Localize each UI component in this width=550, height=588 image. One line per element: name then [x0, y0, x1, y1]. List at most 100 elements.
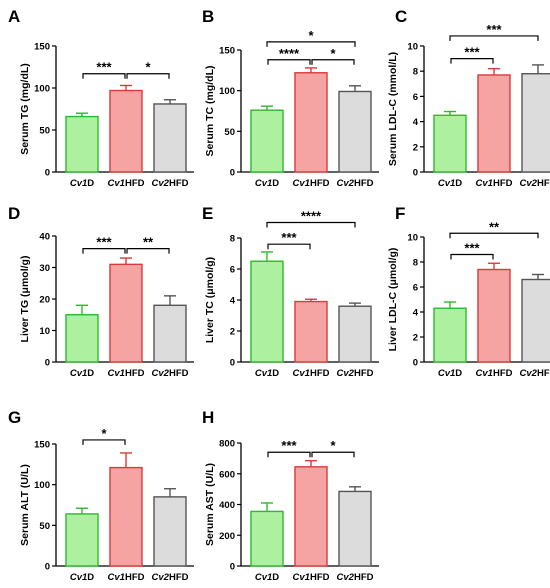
bar-cv1hfd	[109, 466, 143, 567]
y-axis-label: Liver TG (μmol/g)	[19, 256, 31, 343]
significance-bracket	[450, 253, 494, 260]
bar-cv1d	[250, 510, 284, 567]
y-tick-label: 0	[45, 562, 50, 573]
significance-label: ***	[96, 235, 112, 250]
y-tick-label: 100	[219, 86, 235, 97]
y-axis-label: Serum ALT (U/L)	[19, 464, 31, 546]
bar-cv1d	[65, 513, 99, 567]
bar-cv1hfd	[294, 466, 328, 567]
y-axis-label: Serum TG (mg/dL)	[19, 63, 31, 155]
significance-bracket	[82, 73, 126, 79]
y-axis-label: Liver LDL-C (μmol/g)	[387, 248, 399, 352]
y-axis-label: Liver TC (μmol/g)	[204, 257, 216, 343]
significance-label: ****	[301, 209, 322, 224]
bar-cv1d	[250, 109, 284, 173]
x-category-label: Cv1HFD	[293, 368, 330, 379]
x-category-label: Cv1D	[70, 178, 94, 189]
y-tick-label: 600	[219, 469, 235, 480]
y-tick-label: 20	[39, 295, 50, 306]
panel-f: F 0 2 4 6 8 10 Liver LDL-C (μmol/g) Cv1D Cv1HFD Cv…	[387, 204, 550, 379]
bar-cv1hfd	[294, 300, 328, 363]
y-tick-label: 6	[413, 92, 418, 103]
bar-cv1d	[433, 114, 467, 173]
significance-label: *	[330, 438, 336, 453]
y-tick-label: 50	[39, 126, 50, 137]
significance-label: *	[330, 46, 336, 61]
y-tick-label: 10	[407, 233, 418, 244]
x-category-label: Cv1D	[70, 368, 94, 379]
significance-bracket	[126, 73, 170, 79]
bar-cv1hfd	[109, 263, 143, 363]
significance-bracket	[311, 451, 355, 458]
bar-cv1hfd	[294, 72, 328, 173]
x-category-label: Cv2HFD	[152, 572, 189, 583]
x-category-label: Cv1D	[255, 572, 279, 583]
y-tick-label: 0	[230, 358, 235, 369]
x-category-label: Cv1HFD	[293, 178, 330, 189]
y-tick-label: 30	[39, 263, 50, 274]
y-tick-label: 200	[219, 531, 235, 542]
x-category-label: Cv1HFD	[293, 572, 330, 583]
significance-bracket	[449, 232, 539, 239]
y-axis-label: Serum AST (U/L)	[204, 463, 216, 546]
x-category-label: Cv1HFD	[108, 368, 145, 379]
bar-cv1d	[65, 115, 99, 173]
significance-label: ***	[486, 22, 502, 37]
x-category-label: Cv2HFD	[337, 368, 374, 379]
bar-cv1d	[250, 260, 284, 363]
x-category-label: Cv2HFD	[152, 368, 189, 379]
y-tick-label: 0	[413, 168, 418, 179]
panel-c: C 0 2 4 6 8 10 Serum LDL-C (mmol/L) Cv1D Cv1HFD Cv…	[387, 7, 550, 189]
y-tick-label: 0	[413, 358, 418, 369]
significance-bracket	[82, 439, 126, 445]
significance-label: *	[308, 28, 314, 43]
x-category-label: Cv1HFD	[476, 368, 513, 379]
significance-bracket	[266, 221, 356, 228]
x-category-label: Cv1HFD	[108, 178, 145, 189]
y-tick-label: 150	[34, 42, 50, 53]
y-tick-label: 4	[230, 296, 236, 307]
significance-label: **	[143, 235, 154, 250]
panel-h: H 0 200 400 600 800 Serum AST (U/L) Cv1D Cv1HFD C…	[202, 408, 379, 583]
y-tick-label: 0	[230, 168, 235, 179]
x-category-label: Cv1D	[255, 368, 279, 379]
significance-bracket	[311, 59, 355, 65]
x-category-label: Cv2HFD	[152, 178, 189, 189]
y-tick-label: 6	[413, 283, 418, 294]
bar-cv2hfd	[338, 490, 372, 567]
panel-g: G 0 50 100 150 Serum ALT (U/L) Cv1D Cv1HFD Cv2HF…	[8, 408, 194, 583]
bar-cv2hfd	[521, 73, 550, 173]
y-tick-label: 100	[34, 480, 50, 491]
x-category-label: Cv1D	[255, 178, 279, 189]
y-tick-label: 40	[39, 232, 50, 243]
y-axis-label: Serum TC (mg/dL)	[204, 66, 216, 157]
x-category-label: Cv1D	[70, 572, 94, 583]
panel-letter: D	[8, 204, 20, 223]
significance-bracket	[449, 35, 539, 41]
significance-label: ***	[464, 241, 480, 256]
panel-letter: C	[395, 7, 407, 26]
bar-cv1d	[433, 307, 467, 363]
significance-label: ****	[279, 46, 300, 61]
significance-label: **	[489, 219, 500, 234]
y-tick-label: 100	[34, 84, 50, 95]
y-tick-label: 8	[230, 234, 235, 245]
y-tick-label: 4	[413, 117, 419, 128]
y-tick-label: 2	[413, 333, 418, 344]
significance-bracket	[267, 59, 311, 65]
bar-cv2hfd	[338, 90, 372, 173]
y-tick-label: 0	[230, 562, 235, 573]
y-tick-label: 150	[219, 46, 235, 57]
bar-cv1hfd	[477, 268, 511, 363]
x-category-label: Cv2HFD	[520, 178, 550, 189]
y-tick-label: 400	[219, 500, 235, 511]
bar-cv2hfd	[338, 305, 372, 363]
y-tick-label: 6	[230, 265, 235, 276]
bar-cv1hfd	[109, 89, 143, 173]
x-category-label: Cv1HFD	[476, 178, 513, 189]
y-tick-label: 10	[407, 42, 418, 53]
x-category-label: Cv1D	[438, 368, 462, 379]
y-tick-label: 8	[413, 67, 418, 78]
bar-cv1d	[65, 314, 99, 363]
